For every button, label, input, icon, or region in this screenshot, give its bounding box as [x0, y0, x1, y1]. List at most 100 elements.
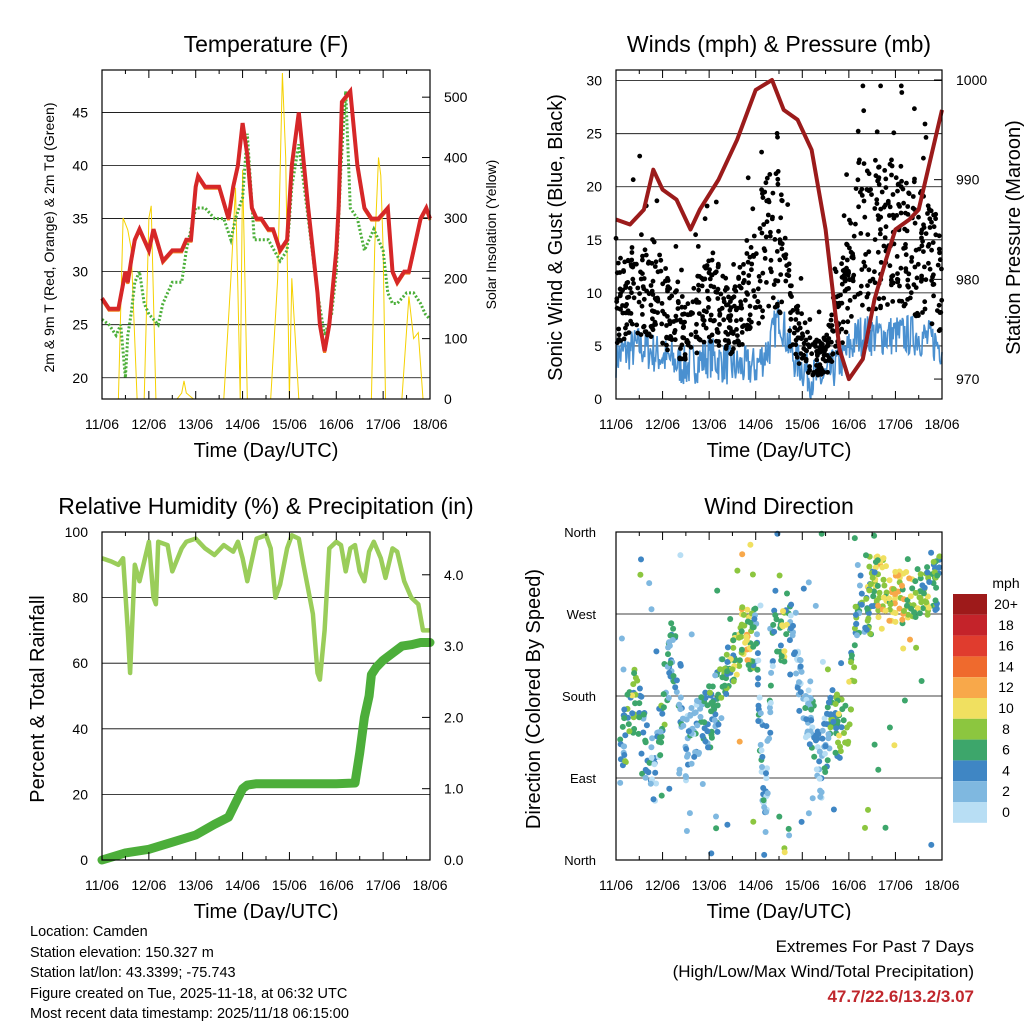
direction-point: [708, 734, 715, 741]
gust-point: [741, 262, 746, 267]
gust-point: [688, 344, 694, 350]
direction-point: [621, 706, 628, 713]
gust-point: [901, 200, 906, 206]
direction-point: [705, 744, 711, 751]
x-tick-label: 14/06: [225, 416, 260, 432]
gust-point: [890, 212, 896, 218]
x-tick-label: 18/06: [924, 877, 959, 893]
y-tick-label: South: [562, 689, 596, 704]
direction-point: [698, 694, 705, 701]
gust-point: [840, 255, 846, 261]
gust-point: [809, 351, 815, 357]
direction-point: [778, 653, 785, 660]
gust-point: [861, 108, 867, 114]
y2-tick-label: 3.0: [444, 638, 464, 654]
colorbar-swatch: [953, 739, 987, 761]
direction-point: [634, 677, 641, 684]
direction-point: [821, 750, 828, 757]
direction-point: [842, 739, 849, 746]
gust-point: [857, 157, 862, 163]
gust-point: [866, 267, 872, 273]
gust-point: [922, 264, 927, 270]
gust-point: [627, 285, 633, 291]
direction-point: [755, 675, 762, 682]
direction-point: [880, 594, 887, 601]
gust-point: [887, 204, 893, 210]
elevation-text: Station elevation: 150.327 m: [30, 944, 214, 961]
direction-point: [704, 702, 711, 709]
direction-point: [787, 625, 794, 632]
direction-point: [665, 694, 672, 701]
y-tick-label: 60: [72, 655, 88, 671]
gust-point: [677, 317, 683, 323]
colorbar-label: 0: [1002, 804, 1010, 820]
gust-point: [660, 340, 665, 346]
direction-point: [930, 558, 937, 565]
gust-point: [899, 90, 905, 95]
y-tick-label: 45: [72, 104, 88, 120]
colorbar-label: 4: [1002, 762, 1010, 778]
gust-point: [904, 228, 910, 234]
gust-point: [733, 288, 739, 294]
direction-point: [848, 706, 854, 713]
direction-point: [752, 605, 759, 612]
gust-point: [800, 333, 806, 339]
direction-point: [711, 717, 718, 724]
x-tick-label: 13/06: [692, 877, 727, 893]
gust-point: [862, 263, 868, 269]
gust-point: [751, 233, 757, 239]
direction-point: [758, 747, 765, 754]
t2m-line: [100, 86, 432, 352]
y-tick-label: North: [564, 525, 596, 540]
y-tick-label: West: [567, 607, 597, 622]
gust-point: [883, 185, 889, 191]
gust-point: [616, 332, 622, 338]
gust-point: [777, 257, 783, 263]
direction-point: [932, 597, 939, 604]
gust-point: [815, 372, 821, 378]
gust-point: [912, 106, 917, 112]
direction-point: [736, 657, 743, 664]
colorbar-swatch: [953, 677, 987, 698]
gust-point: [748, 245, 754, 250]
gust-point: [640, 271, 645, 276]
direction-point: [851, 664, 858, 671]
gust-point: [805, 342, 811, 348]
gust-point: [710, 250, 716, 256]
direction-point: [764, 790, 771, 797]
chart-title: Wind Direction: [704, 493, 854, 519]
gust-point: [929, 321, 935, 327]
direction-point: [827, 694, 834, 701]
location-text: Location: Camden: [30, 924, 148, 940]
gust-point: [760, 195, 766, 201]
gust-point: [663, 266, 668, 271]
direction-point: [788, 601, 795, 608]
direction-point: [837, 748, 844, 755]
gust-point: [872, 237, 878, 243]
direction-point: [832, 749, 839, 756]
gust-point: [634, 322, 640, 328]
direction-point: [630, 681, 637, 688]
direction-point: [875, 766, 882, 773]
direction-point: [909, 585, 916, 592]
direction-point: [676, 770, 683, 777]
gust-point: [925, 211, 930, 216]
gust-point: [921, 249, 926, 255]
gust-point: [707, 267, 712, 272]
colorbar-label: 10: [998, 700, 1014, 716]
direction-point: [704, 728, 711, 735]
direction-point: [798, 818, 805, 825]
direction-point: [776, 813, 783, 820]
direction-point: [770, 621, 777, 628]
direction-point: [736, 634, 742, 641]
gust-point: [690, 299, 696, 305]
direction-point: [760, 785, 767, 791]
gust-point: [685, 301, 691, 307]
gust-point: [667, 336, 672, 341]
direction-point: [658, 739, 665, 746]
gust-point: [896, 202, 901, 207]
gust-point: [672, 337, 678, 343]
direction-point: [840, 717, 847, 724]
direction-point: [738, 628, 745, 635]
gust-point: [798, 276, 804, 281]
